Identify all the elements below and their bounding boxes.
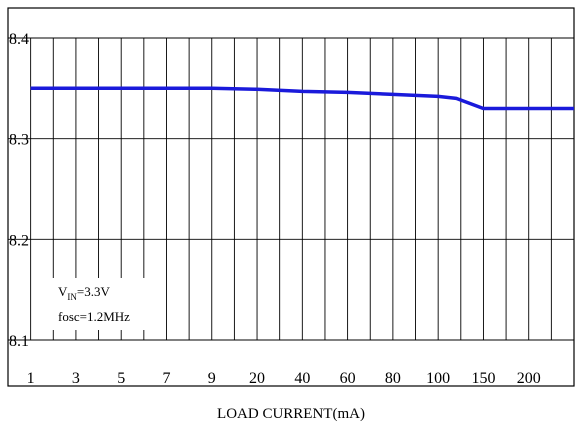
y-tick-label: 8.1: [9, 333, 29, 350]
x-axis-label: LOAD CURRENT(mA): [217, 406, 365, 422]
x-tick-label: 7: [162, 370, 170, 387]
y-tick-label: 8.3: [9, 132, 29, 149]
y-tick-label: 8.4: [9, 31, 29, 48]
series-line: [30, 86, 574, 111]
annotation-background: [48, 278, 154, 330]
x-tick-label: 80: [385, 370, 401, 387]
horizontal-gridlines: [8, 37, 574, 341]
x-tick-label: 60: [340, 370, 356, 387]
y-tick-labels: 8.4 8.3 8.2 8.1: [9, 31, 29, 350]
x-tick-label: 3: [72, 370, 80, 387]
y-tick-label: 8.2: [9, 232, 29, 249]
x-tick-label: 1: [27, 370, 35, 387]
x-tick-label: 5: [117, 370, 125, 387]
x-tick-label: 200: [517, 370, 541, 387]
x-tick-label: 9: [208, 370, 216, 387]
x-tick-labels: 1 3 5 7 9 20 40 60 80 100 150 200: [27, 370, 541, 387]
x-tick-label: 40: [294, 370, 310, 387]
vin-subscript: IN: [67, 292, 77, 302]
vin-annotation: VIN=3.3V: [58, 284, 110, 302]
x-tick-label: 20: [249, 370, 265, 387]
vin-value: =3.3V: [77, 284, 111, 299]
x-tick-label: 150: [471, 370, 495, 387]
annotation-box: VIN=3.3V fosc=1.2MHz: [48, 278, 154, 330]
x-tick-label: 100: [426, 370, 450, 387]
fosc-annotation: fosc=1.2MHz: [58, 309, 130, 324]
vin-main: V: [58, 284, 68, 299]
